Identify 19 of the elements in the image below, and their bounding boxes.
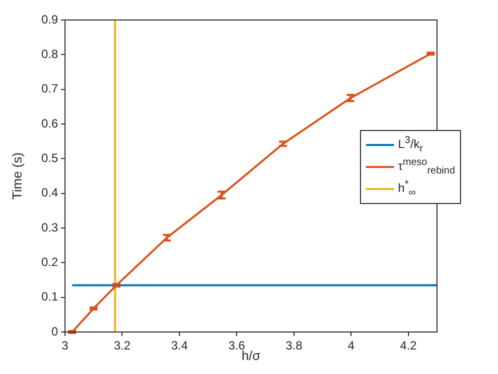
y-tick-label: 0.4 (41, 186, 58, 200)
x-tick-label: 3.8 (286, 338, 303, 353)
y-axis-title: Time (s) (9, 152, 24, 200)
x-tick-label: 4 (348, 338, 355, 353)
y-tick-label: 0.9 (41, 12, 58, 26)
y-tick-label: 0.1 (41, 290, 58, 304)
x-tick-label: 3.6 (228, 338, 246, 353)
y-tick-label: 0.5 (41, 150, 58, 165)
legend-label: L$^{3}$/k$_{r}$ (398, 135, 423, 155)
x-tick-label: 3.4 (171, 338, 188, 353)
y-tick-label: 0 (51, 324, 58, 338)
y-tick-label: 0.6 (41, 116, 58, 130)
y-tick-label: 0.2 (41, 254, 58, 269)
x-tick-label: 3 (62, 338, 69, 353)
y-tick-label: 0.3 (41, 220, 58, 234)
y-tick-label: 0.7 (41, 82, 58, 96)
x-tick-label: 3.2 (114, 338, 131, 353)
y-tick-label: 0.8 (41, 46, 58, 61)
x-tick-label: 4.2 (400, 338, 418, 353)
